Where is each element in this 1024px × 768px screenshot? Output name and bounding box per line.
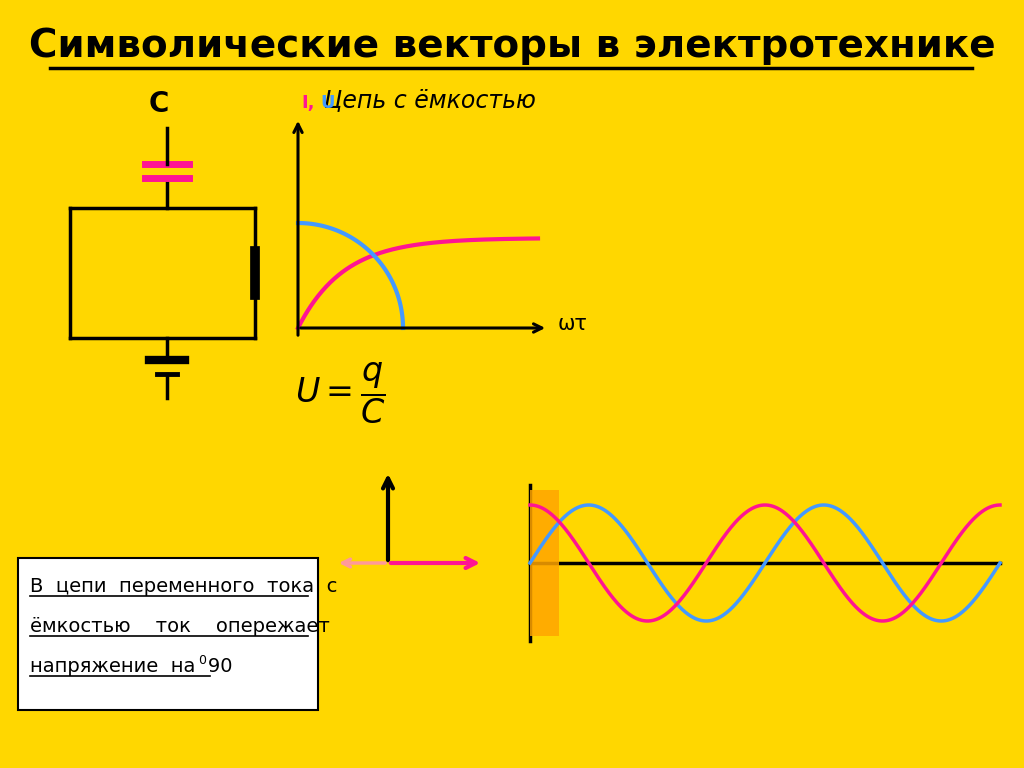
Text: В  цепи  переменного  тока  с: В цепи переменного тока с [30,577,337,595]
Text: ωτ: ωτ [558,314,588,334]
Text: $U = \dfrac{q}{C}$: $U = \dfrac{q}{C}$ [295,360,385,425]
Text: C: C [148,90,169,118]
Text: U: U [319,94,335,112]
Text: Цепь с ёмкостью: Цепь с ёмкостью [324,88,536,112]
Bar [18,558,318,710]
Text: ёмкостью    ток    опережает: ёмкостью ток опережает [30,617,330,635]
Text: 0: 0 [198,654,206,667]
Bar [530,490,559,636]
Text: I,: I, [301,94,314,112]
Text: Символические векторы в электротехнике: Символические векторы в электротехнике [29,27,995,65]
Text: напряжение  на  90: напряжение на 90 [30,657,232,676]
